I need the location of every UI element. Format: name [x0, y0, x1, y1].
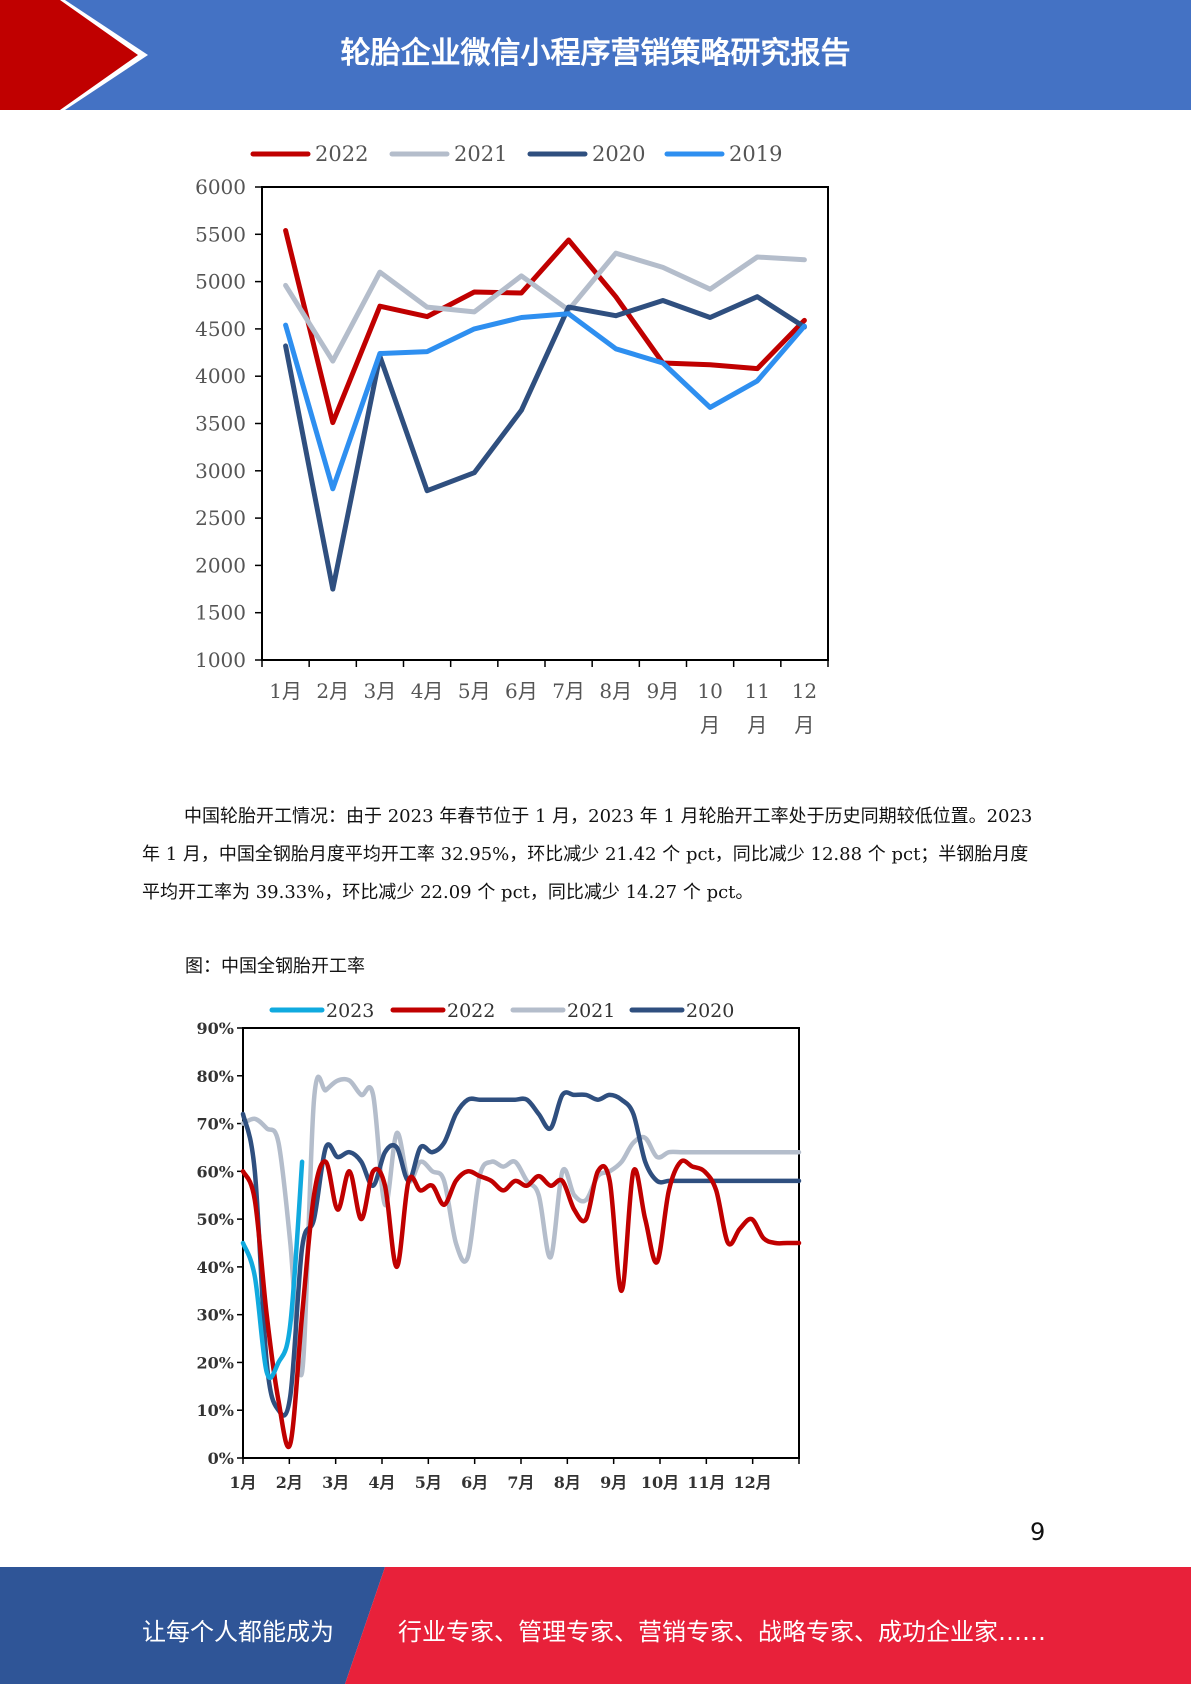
y-tick-label: 10%	[197, 1401, 234, 1420]
page-number: 9	[1030, 1518, 1046, 1546]
x-tick-label: 10	[697, 679, 722, 703]
series-line-2020	[240, 1090, 802, 1418]
footer-slogan: 让每个人都能成为	[142, 1618, 334, 1646]
y-tick-label: 3000	[195, 459, 246, 483]
y-tick-label: 0%	[208, 1449, 234, 1468]
x-tick-label: 4月	[368, 1473, 395, 1492]
x-tick-label: 4月	[411, 679, 444, 703]
x-tick-label: 9月	[600, 1473, 627, 1492]
y-tick-label: 80%	[197, 1067, 234, 1086]
figure-caption: 图：中国全钢胎开工率	[185, 956, 365, 977]
x-tick-label: 8月	[554, 1473, 581, 1492]
y-tick-label: 5000	[195, 270, 246, 294]
legend-label: 2021	[567, 1000, 615, 1022]
y-tick-label: 5500	[195, 222, 246, 246]
x-tick-label: 10月	[641, 1473, 679, 1492]
legend-label: 2020	[592, 142, 645, 166]
series-line-2020	[283, 294, 807, 592]
body-paragraph: 中国轮胎开工情况：由于 2023 年春节位于 1 月，2023 年 1 月轮胎开…	[142, 806, 1033, 903]
y-tick-label: 1500	[195, 601, 246, 625]
legend-label: 2019	[729, 142, 782, 166]
x-tick-label: 2月	[316, 679, 349, 703]
y-tick-label: 1000	[195, 648, 246, 672]
x-tick-label: 7月	[552, 679, 585, 703]
y-tick-label: 70%	[197, 1115, 234, 1134]
footer-bar	[0, 1567, 1191, 1684]
x-tick-label: 月	[747, 713, 767, 737]
y-tick-label: 4500	[195, 317, 246, 341]
y-tick-label: 4000	[195, 364, 246, 388]
y-tick-label: 3500	[195, 412, 246, 436]
x-tick-label: 8月	[599, 679, 632, 703]
x-tick-label: 11月	[687, 1473, 725, 1492]
legend-label: 2023	[326, 1000, 374, 1022]
x-tick-label: 3月	[322, 1473, 349, 1492]
series-line-2023	[240, 1159, 305, 1380]
header-bar: 轮胎企业微信小程序营销策略研究报告	[0, 0, 1191, 110]
legend-label: 2022	[315, 142, 368, 166]
series-line-2019	[283, 311, 807, 492]
page-title: 轮胎企业微信小程序营销策略研究报告	[340, 36, 851, 71]
tire-output-line-chart: 1000 1500 2000 2500 3000 3500 4000 4500 5000 5500…	[195, 142, 829, 737]
x-tick-label: 12	[792, 679, 817, 703]
series-line-2022	[240, 1158, 802, 1449]
series-line-2021	[283, 250, 807, 364]
x-tick-label: 7月	[507, 1473, 534, 1492]
x-tick-label: 3月	[364, 679, 397, 703]
x-tick-label: 1月	[229, 1473, 256, 1492]
y-tick-label: 2000	[195, 553, 246, 577]
series-line-2021	[240, 1074, 802, 1378]
y-tick-label: 20%	[197, 1353, 234, 1372]
y-tick-label: 60%	[197, 1162, 234, 1181]
legend-label: 2021	[454, 142, 507, 166]
x-tick-label: 6月	[505, 679, 538, 703]
y-tick-label: 90%	[197, 1019, 234, 1038]
y-tick-label: 6000	[195, 175, 246, 199]
x-tick-label: 5月	[458, 679, 491, 703]
legend-label: 2022	[447, 1000, 495, 1022]
header-arrow-icon	[0, 0, 148, 110]
x-tick-label: 月	[794, 713, 814, 737]
y-tick-label: 50%	[197, 1210, 234, 1229]
x-tick-label: 1月	[269, 679, 302, 703]
x-tick-label: 月	[700, 713, 720, 737]
y-tick-label: 30%	[197, 1306, 234, 1325]
legend-label: 2020	[686, 1000, 734, 1022]
y-tick-label: 40%	[197, 1258, 234, 1277]
footer-roles: 行业专家、管理专家、营销专家、战略专家、成功企业家……	[398, 1618, 1046, 1646]
x-tick-label: 11	[745, 679, 770, 703]
plot-frame	[261, 186, 829, 661]
series-line-2022	[283, 228, 807, 426]
x-tick-label: 5月	[415, 1473, 442, 1492]
x-tick-label: 12月	[734, 1473, 772, 1492]
plot-frame	[242, 1027, 800, 1459]
steel-tire-operating-rate-chart: 0% 10% 20% 30% 40% 50% 60% 70% 80% 90% 1月 2月 3月 4月 5月 6…	[197, 1000, 802, 1492]
x-tick-label: 2月	[276, 1473, 303, 1492]
x-tick-label: 6月	[461, 1473, 488, 1492]
x-tick-label: 9月	[647, 679, 680, 703]
y-tick-label: 2500	[195, 506, 246, 530]
